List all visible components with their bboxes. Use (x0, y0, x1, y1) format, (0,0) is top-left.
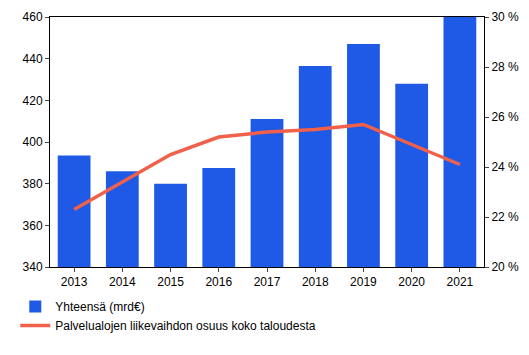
svg-text:2020: 2020 (398, 275, 425, 289)
svg-text:22 %: 22 % (491, 210, 519, 224)
svg-text:460: 460 (23, 10, 43, 24)
svg-text:2019: 2019 (350, 275, 377, 289)
svg-text:420: 420 (23, 94, 43, 108)
svg-text:24 %: 24 % (491, 160, 519, 174)
svg-text:26 %: 26 % (491, 110, 519, 124)
svg-text:Palvelualojen liikevaihdon osu: Palvelualojen liikevaihdon osuus koko ta… (55, 319, 316, 333)
svg-text:2013: 2013 (61, 275, 88, 289)
svg-text:2017: 2017 (254, 275, 281, 289)
svg-text:400: 400 (23, 135, 43, 149)
svg-text:340: 340 (23, 260, 43, 274)
svg-text:360: 360 (23, 219, 43, 233)
svg-text:2016: 2016 (205, 275, 232, 289)
svg-text:440: 440 (23, 52, 43, 66)
svg-text:2014: 2014 (109, 275, 136, 289)
svg-text:2015: 2015 (157, 275, 184, 289)
svg-text:380: 380 (23, 177, 43, 191)
svg-text:2018: 2018 (302, 275, 329, 289)
svg-text:Yhteensä (mrd€): Yhteensä (mrd€) (55, 300, 144, 314)
svg-text:30 %: 30 % (491, 10, 519, 24)
svg-text:28 %: 28 % (491, 60, 519, 74)
svg-text:2021: 2021 (447, 275, 474, 289)
svg-text:20 %: 20 % (491, 260, 519, 274)
